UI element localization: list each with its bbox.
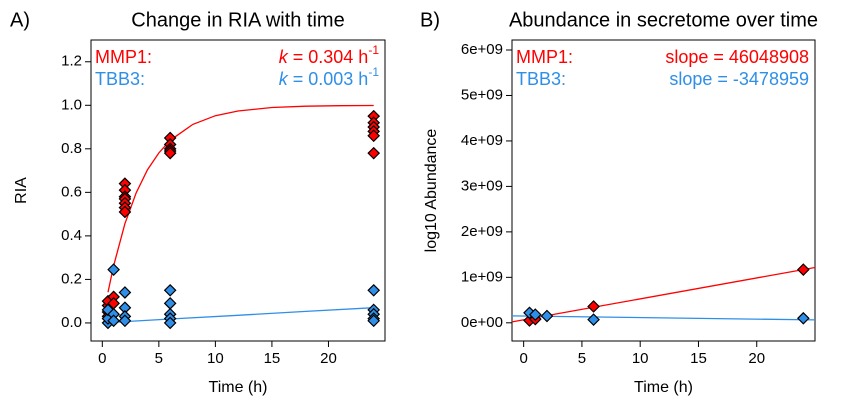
chart-title: Abundance in secretome over time — [509, 9, 818, 31]
panel: B) Abundance in secretome over time Time (… — [420, 9, 818, 396]
y-tick-label: 3e+09 — [461, 177, 503, 194]
data-point — [118, 205, 132, 219]
x-tick-label: 15 — [690, 350, 707, 367]
fit-annotation: k = 0.003 h-1 — [279, 65, 380, 89]
fit-annotation: k = 0.304 h-1 — [279, 43, 380, 67]
x-tick-label: 0 — [98, 350, 106, 367]
fit-annotation: slope = 46048908 — [665, 47, 809, 67]
annotation-part: k — [279, 47, 289, 67]
fit-line — [107, 104, 374, 293]
y-axis-label: RIA — [13, 177, 30, 204]
data-point — [367, 129, 381, 143]
annotation-part: -1 — [368, 43, 379, 57]
data-point — [587, 313, 600, 326]
y-tick-label: 0.6 — [61, 183, 82, 200]
data-point — [107, 263, 120, 276]
data-point — [540, 309, 554, 323]
y-tick-label: 0.8 — [61, 140, 82, 157]
annotation-part: = 0.003 h — [288, 69, 369, 89]
y-tick-label: 6e+09 — [461, 41, 503, 58]
panel-label: B) — [420, 9, 440, 31]
annotation-part: slope = -3478959 — [669, 69, 809, 89]
y-tick-label: 4e+09 — [461, 132, 503, 149]
annotation-part: -1 — [368, 65, 379, 79]
data-point — [163, 316, 177, 330]
data-point — [107, 314, 120, 328]
plot-frame — [511, 39, 816, 342]
fit-line — [512, 315, 815, 321]
x-tick-label: 10 — [632, 350, 649, 367]
panel-label: A) — [10, 9, 30, 31]
y-tick-label: 0.4 — [61, 227, 82, 244]
data-point — [163, 296, 177, 310]
legend-label: MMP1: — [95, 47, 152, 67]
data-point — [796, 263, 810, 276]
fit-line — [512, 266, 815, 323]
x-tick-label: 10 — [207, 350, 224, 367]
x-tick-label: 5 — [155, 350, 163, 367]
annotation-part: slope = 46048908 — [665, 47, 809, 67]
plot-area — [101, 104, 381, 330]
fit-line — [107, 307, 374, 324]
legend-label: TBB3: — [95, 69, 145, 89]
x-axis-label: Time (h) — [209, 379, 268, 396]
legend-label: TBB3: — [516, 69, 566, 89]
x-tick-label: 15 — [264, 350, 281, 367]
data-point — [367, 314, 381, 328]
y-tick-label: 5e+09 — [461, 86, 503, 103]
data-point — [367, 283, 381, 297]
y-tick-label: 0.2 — [61, 270, 82, 287]
data-point — [118, 286, 132, 299]
x-tick-label: 20 — [748, 350, 765, 367]
legend-label: MMP1: — [516, 47, 573, 67]
fit-annotation: slope = -3478959 — [669, 69, 809, 89]
plot-frame — [90, 39, 386, 342]
x-axis-label: Time (h) — [634, 379, 693, 396]
chart-title: Change in RIA with time — [131, 9, 344, 31]
y-tick-label: 2e+09 — [461, 223, 503, 240]
data-point — [587, 300, 600, 313]
annotation-part: = 0.304 h — [288, 47, 369, 67]
data-point — [367, 146, 381, 160]
annotation-part: k — [279, 69, 289, 89]
plot-area — [512, 263, 815, 327]
y-axis-label: log10 Abundance — [423, 129, 440, 253]
y-tick-label: 1.2 — [61, 53, 82, 70]
x-tick-label: 0 — [519, 350, 527, 367]
y-tick-label: 0e+00 — [461, 314, 503, 331]
x-tick-label: 20 — [320, 350, 337, 367]
data-point — [528, 308, 542, 321]
x-tick-label: 5 — [578, 350, 586, 367]
data-point — [796, 311, 810, 325]
data-point — [163, 283, 177, 297]
data-point — [118, 314, 132, 328]
data-point — [163, 146, 177, 160]
y-tick-label: 1.0 — [61, 96, 82, 113]
y-tick-label: 1e+09 — [461, 268, 503, 285]
y-tick-label: 0.0 — [61, 314, 82, 331]
panel: A) Change in RIA with time Time (h) RIA 0 5 10… — [10, 9, 386, 396]
